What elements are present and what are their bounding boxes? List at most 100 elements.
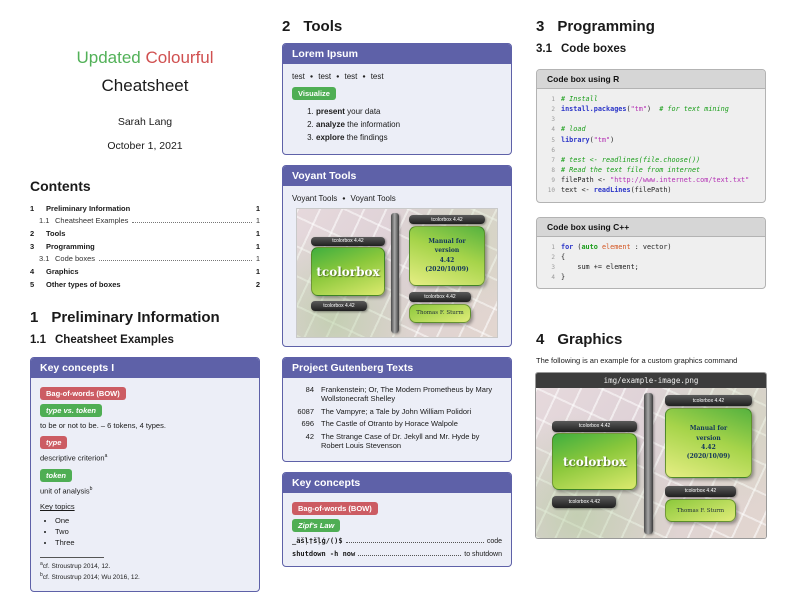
box-body: Bag-of-words (BOW) type vs. token to be … (31, 378, 259, 591)
box-body: 84 Frankenstein; Or, The Modern Promethe… (283, 378, 511, 461)
toc-number: 3 (30, 242, 35, 252)
list-item: One (55, 516, 250, 525)
code-entry: shutdown -h now to shutdown (292, 550, 502, 558)
title-line-2: Cheatsheet (101, 76, 189, 96)
badge-zipfs-law: Zipf's Law (292, 519, 341, 533)
list-item: Two (55, 527, 250, 536)
text-id: 84 (305, 385, 314, 394)
section-1-heading: 1 Preliminary Information (30, 309, 260, 326)
table-of-contents: 1 Preliminary Information 1 1.1 Cheatshe… (30, 204, 260, 289)
code-description: to shutdown (464, 551, 502, 559)
tcolorbox-sign: tcolorbox (552, 433, 638, 491)
toc-entry-4: 4 Graphics 1 (30, 267, 260, 276)
toc-label: Other types of boxes (46, 280, 121, 290)
voyant-example-image: tcolorbox 4.42 tcolorbox 4.42 tcolorbox … (297, 209, 497, 337)
footnote-marker-b: b (89, 485, 93, 492)
text-id: 6087 (297, 406, 314, 416)
toc-number: 5 (30, 280, 35, 290)
code-box-title: Code box using R (537, 70, 765, 89)
box-title: Lorem Ipsum (283, 44, 511, 64)
manual-sign: Manual for version 4.42 (2020/10/09) (664, 407, 753, 479)
subsection-number: 1.1 (30, 334, 46, 347)
code-description: code (486, 538, 502, 546)
manual-sign: Manual for version 4.42 (2020/10/09) (409, 225, 485, 286)
text-title: The Strange Case of Dr. Jekyll and Mr. H… (321, 431, 480, 450)
subsection-title: Cheatsheet Examples (55, 334, 174, 347)
toc-entry-3-1: 3.1 Code boxes 1 (30, 254, 260, 263)
example-image-figure: img/example-image.png tcolorbox 4.42 tco… (536, 373, 766, 539)
box-body: Bag-of-words (BOW) Zipf's Law _äšļ†šļģ/(… (283, 493, 511, 566)
gutenberg-texts-box: Project Gutenberg Texts 84 Frankenstein;… (282, 357, 512, 463)
toc-label: Tools (46, 229, 66, 239)
poster-version-badge: tcolorbox 4.42 (552, 420, 638, 432)
author-sign: Thomas F. Sturm (664, 499, 737, 522)
list-item: test (331, 72, 357, 81)
toc-leader (132, 222, 252, 224)
text-id: 696 (301, 419, 314, 429)
type-token-example: to be or not to be. – 6 tokens, 4 types. (40, 421, 166, 431)
code-box-r: Code box using R 1 # Install 2 install.pack… (536, 69, 766, 203)
poster-version-badge: tcolorbox 4.42 (311, 236, 385, 247)
table-row: 84 Frankenstein; Or, The Modern Promethe… (292, 385, 502, 404)
toc-page-number: 1 (255, 242, 260, 252)
box-title: Key concepts I (31, 358, 259, 379)
key-topics-label: Key topics (40, 502, 75, 512)
table-row: 6087 The Vampyre; a Tale by John William… (292, 407, 502, 416)
key-concepts-2-box: Key concepts Bag-of-words (BOW) Zipf's L… (282, 472, 512, 568)
title-word-colourful: Colourful (145, 48, 214, 67)
key-concepts-1-box: Key concepts I Bag-of-words (BOW) type v… (30, 357, 260, 593)
list-item: test (292, 72, 305, 81)
toc-number: 1.1 (39, 216, 50, 226)
contents-heading: Contents (30, 178, 91, 195)
section-3-heading: 3 Programming (536, 18, 766, 35)
toc-entry-5: 5 Other types of boxes 2 (30, 280, 260, 289)
document-title: Updated Colourful Cheatsheet (30, 44, 260, 100)
r-code-listing: 1 # Install 2 install.packages("tm") # for … (547, 95, 750, 195)
subsection-number: 3.1 (536, 43, 552, 55)
list-item: Three (55, 538, 250, 547)
code-term: shutdown -h now (292, 550, 356, 559)
lorem-ipsum-box: Lorem Ipsum testtesttesttest Visualize p… (282, 43, 512, 155)
document-date: October 1, 2021 (107, 140, 183, 153)
section-1-1-heading: 1.1 Cheatsheet Examples (30, 334, 260, 346)
toc-page-number: 1 (255, 216, 260, 226)
footnote-marker-a: a (104, 453, 108, 460)
author-name: Sarah Lang (117, 116, 173, 129)
list-item: explore the findings (316, 133, 502, 142)
title-word-updated: Updated (76, 48, 141, 67)
key-topics-list: One Two Three (55, 516, 250, 547)
graphics-example-image: tcolorbox 4.42 tcolorbox 4.42 tcolorbox … (536, 388, 766, 539)
poster-version-badge: tcolorbox 4.42 (664, 485, 737, 497)
toc-page-number: 1 (255, 267, 260, 277)
code-term: _äšļ†šļģ/()$ (292, 537, 343, 546)
code-box-cpp: Code box using C++ 1 for (auto element : … (536, 216, 766, 290)
section-title: Graphics (557, 331, 623, 349)
badge-visualize: Visualize (292, 87, 336, 100)
toc-number: 1 (30, 204, 35, 214)
toc-entry-2: 2 Tools 1 (30, 229, 260, 238)
toc-number: 4 (30, 267, 35, 277)
title-line-1: Updated Colourful (30, 44, 260, 72)
title-block: Updated Colourful Cheatsheet Sarah Lang … (30, 44, 260, 152)
section-title: Tools (303, 18, 343, 35)
section-title: Programming (557, 18, 655, 35)
text-title: The Castle of Otranto by Horace Walpole (321, 419, 458, 429)
text-title: The Vampyre; a Tale by John William Poli… (321, 406, 472, 416)
poster-version-badge: tcolorbox 4.42 (409, 214, 485, 225)
author-sign: Thomas F. Sturm (409, 303, 471, 323)
box-title: Key concepts (283, 473, 511, 494)
list-item: Voyant Tools (337, 194, 396, 203)
table-row: 696 The Castle of Otranto by Horace Walp… (292, 419, 502, 428)
section-title: Preliminary Information (51, 309, 220, 327)
toc-number: 3.1 (39, 254, 50, 264)
dotted-leader (345, 542, 484, 544)
toc-page-number: 1 (255, 204, 260, 214)
signpost-pole (391, 212, 399, 334)
cpp-code-listing: 1 for (auto element : vector) 2{3 sum += e… (551, 242, 672, 282)
toc-label: Preliminary Information (46, 204, 131, 214)
box-body: testtesttesttest Visualize present your … (283, 64, 511, 154)
graphics-caption: The following is an example for a custom… (536, 356, 738, 366)
right-column: 3 Programming 3.1 Code boxes Code box us… (536, 0, 766, 539)
